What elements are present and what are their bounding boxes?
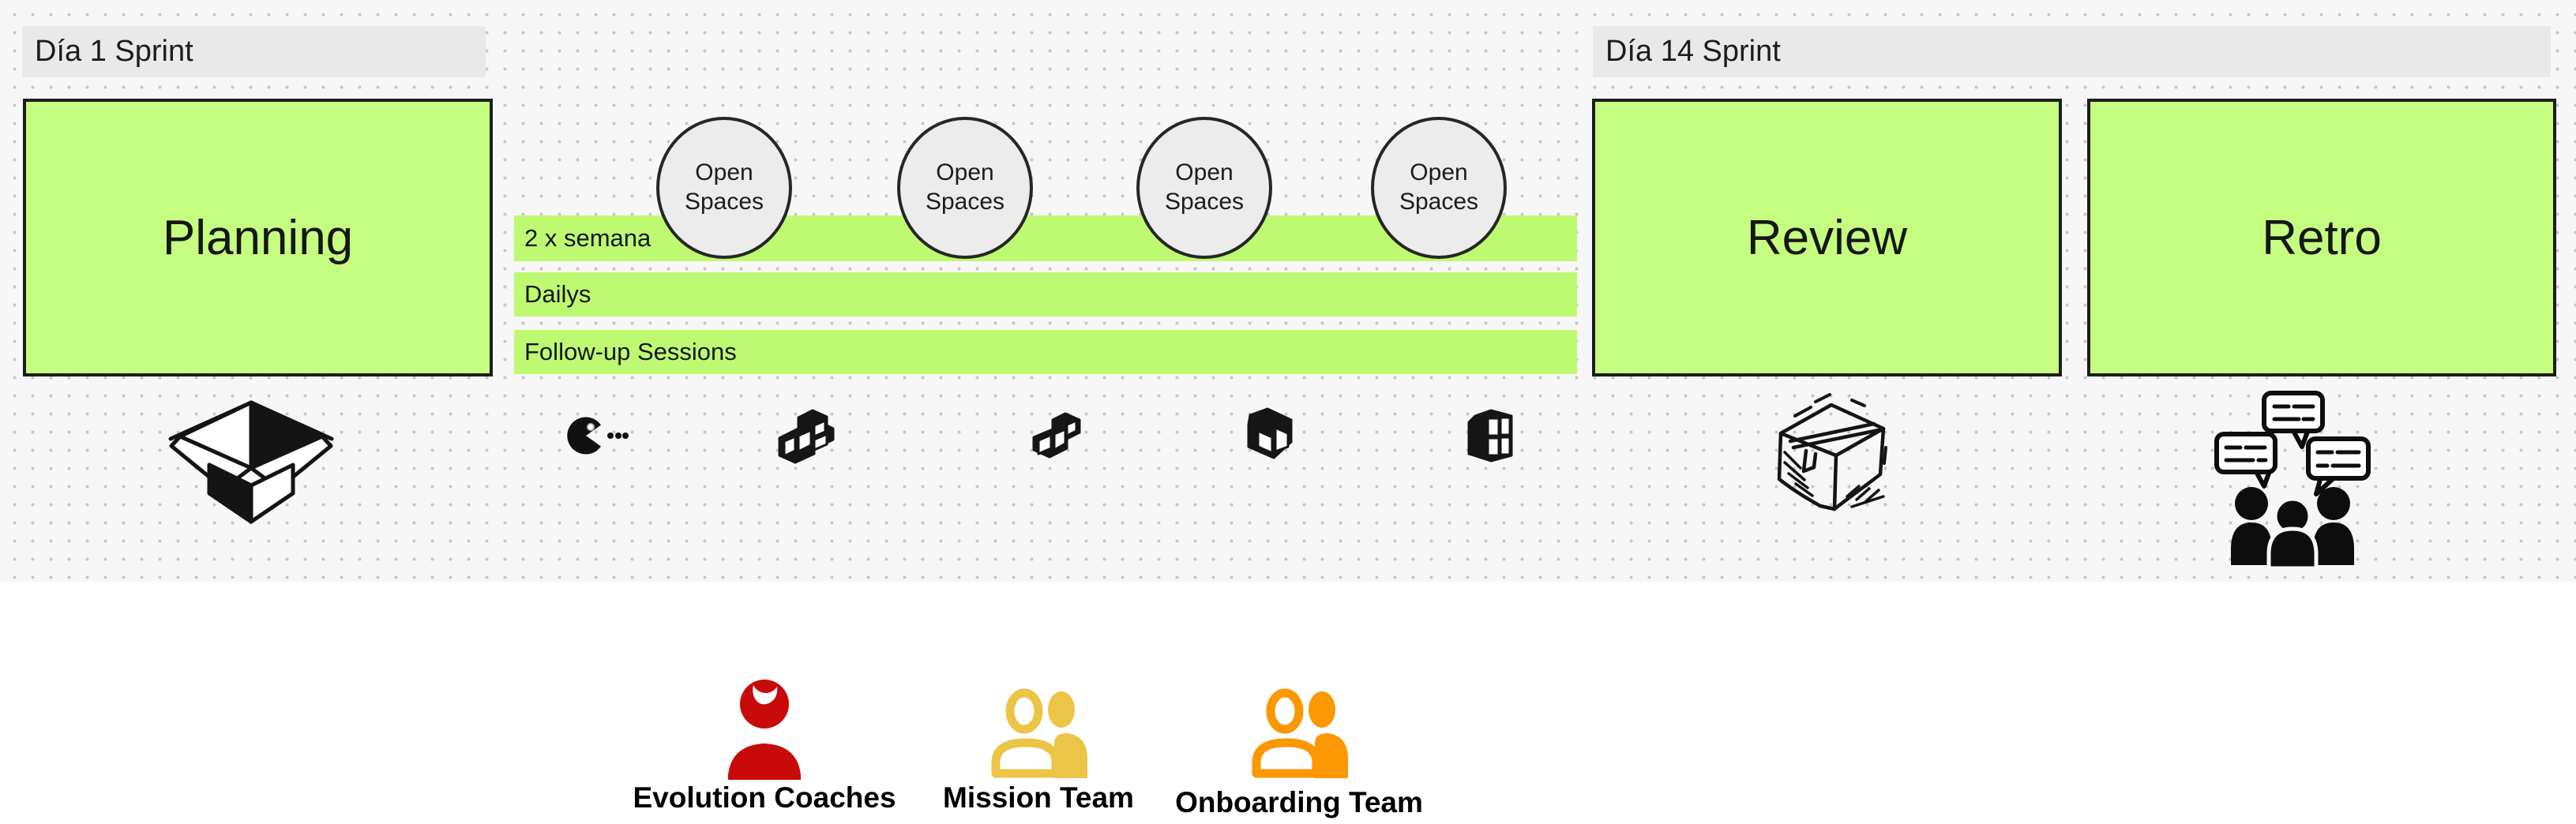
legend-item-onboarding-team[interactable]: Onboarding Team [1169,684,1429,819]
team-discussion-icon[interactable] [2214,388,2373,568]
track-dailys-text: Dailys [524,280,591,308]
legend-item-evolution-coaches[interactable]: Evolution Coaches [624,676,905,815]
track-follow-up-text: Follow-up Sessions [524,338,737,365]
planning-box-text: Planning [162,210,354,265]
open-spaces-circle-3[interactable]: Open Spaces [1136,117,1272,259]
review-box[interactable]: Review [1592,99,2062,376]
open-spaces-text: Open Spaces [1399,159,1479,215]
two-people-icon [991,688,1087,778]
tetris-blocks-icon[interactable] [1230,407,1294,466]
tetris-blocks-icon[interactable] [1458,408,1519,465]
day1-sprint-label-text: Día 1 Sprint [35,35,193,68]
open-spaces-circle-4[interactable]: Open Spaces [1371,117,1507,259]
day1-sprint-label[interactable]: Día 1 Sprint [22,26,486,77]
pacman-icon[interactable] [567,417,629,455]
package-box-icon[interactable] [1759,384,1902,525]
open-spaces-circle-2[interactable]: Open Spaces [897,117,1033,259]
two-people-icon [1252,688,1348,778]
tetris-blocks-icon[interactable] [776,408,836,465]
open-spaces-text: Open Spaces [684,159,764,215]
track-dailys[interactable]: Dailys [514,272,1577,316]
retro-box[interactable]: Retro [2087,99,2556,376]
review-box-text: Review [1746,210,1908,265]
day14-sprint-label[interactable]: Día 14 Sprint [1593,26,2551,77]
planning-box[interactable]: Planning [23,99,493,376]
open-spaces-circle-1[interactable]: Open Spaces [656,117,792,259]
legend-item-mission-team[interactable]: Mission Team [916,684,1161,815]
open-spaces-text: Open Spaces [1164,159,1245,215]
legend-label-mission-team: Mission Team [943,781,1134,814]
day14-sprint-label-text: Día 14 Sprint [1605,35,1781,68]
single-person-icon [728,680,801,780]
open-box-icon[interactable] [168,399,334,525]
open-spaces-text: Open Spaces [925,159,1005,215]
legend-label-evolution-coaches: Evolution Coaches [633,781,896,814]
retro-box-text: Retro [2262,210,2382,265]
tetris-blocks-icon[interactable] [1029,409,1084,467]
track-2x-semana-text: 2 x semana [524,224,652,252]
whiteboard-canvas[interactable]: Día 1 Sprint Día 14 Sprint 2 x semana Da… [0,0,2576,582]
track-follow-up-sessions[interactable]: Follow-up Sessions [514,330,1577,374]
legend-label-onboarding-team: Onboarding Team [1175,786,1423,818]
